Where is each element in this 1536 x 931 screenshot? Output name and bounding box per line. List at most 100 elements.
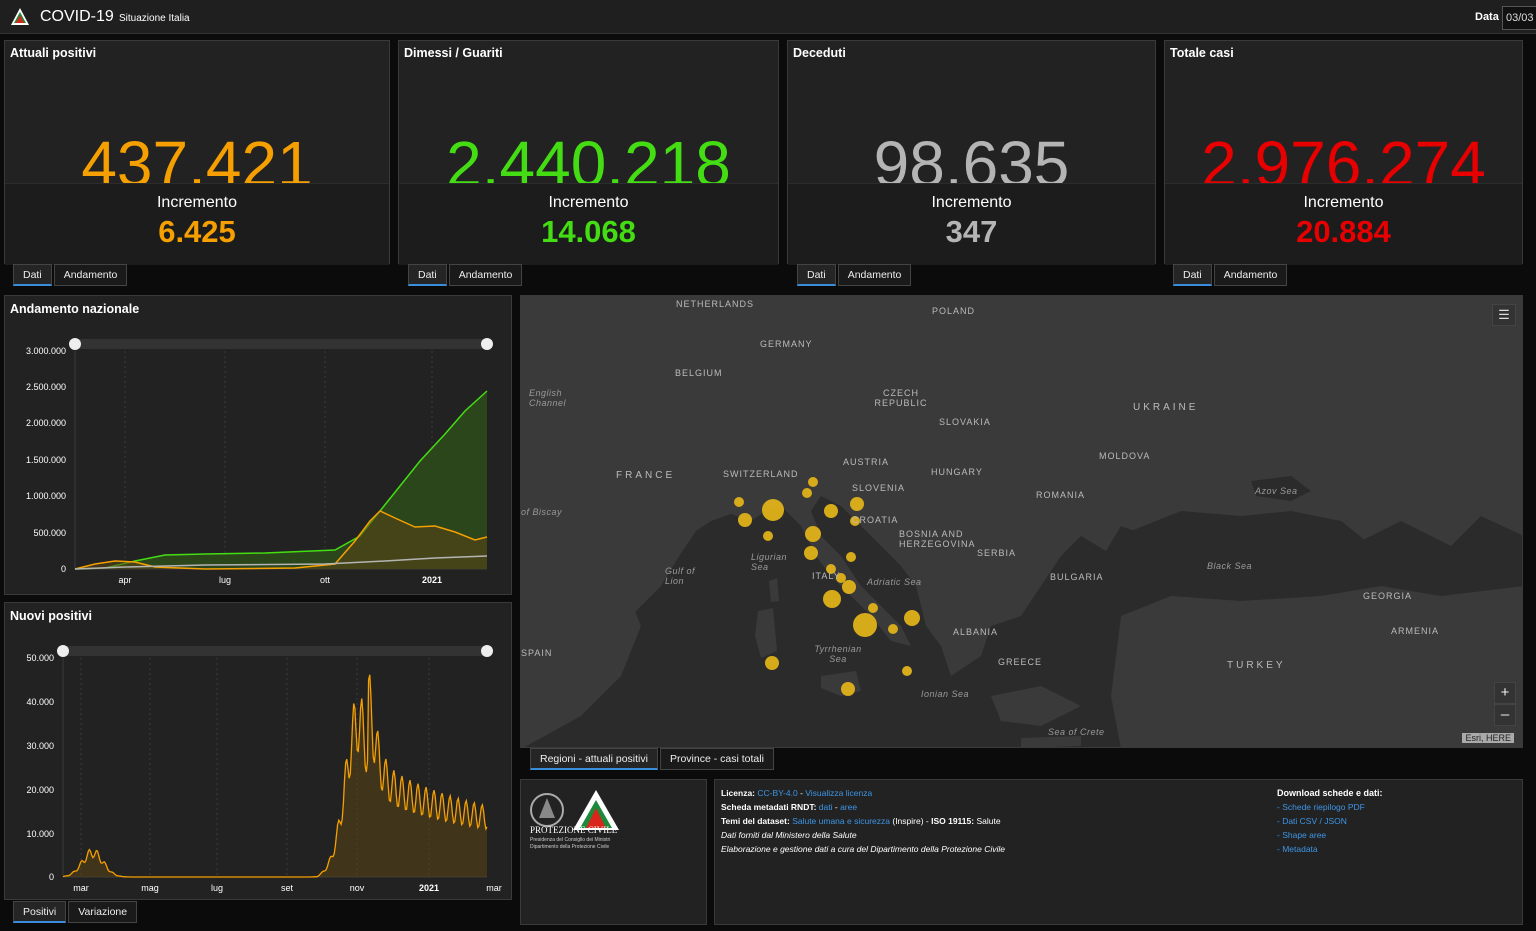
range-handle-right[interactable]: [481, 645, 493, 657]
card-tabs-2: Dati Andamento: [408, 264, 524, 286]
x-tick: ott: [320, 575, 331, 585]
metadata-aree-link[interactable]: aree: [840, 802, 858, 812]
tab-andamento[interactable]: Andamento: [837, 264, 912, 286]
map-label: AUSTRIA: [843, 457, 890, 467]
themes-label: Temi del dataset:: [721, 816, 790, 826]
metadata-line: Scheda metadati RNDT: dati - aree: [721, 802, 857, 812]
separator: -: [797, 788, 806, 798]
zoom-in-button[interactable]: +: [1494, 682, 1516, 704]
map-label: SLOVAKIA: [939, 417, 991, 427]
footer-logo-text: PROTEZIONE CIVILE: [530, 825, 618, 835]
map-label: UKRAINE: [1133, 402, 1199, 413]
card-totale-casi: Totale casi 2.976.274 Incremento 20.884: [1164, 40, 1523, 265]
x-tick: 2021: [419, 883, 439, 893]
national-trend-title: Andamento nazionale: [10, 302, 140, 316]
map-label: of Biscay: [521, 507, 563, 517]
increment-value: 14.068: [541, 214, 636, 249]
new-positives-title: Nuovi positivi: [10, 609, 92, 623]
license-link[interactable]: CC-BY-4.0: [757, 788, 798, 798]
tab-province[interactable]: Province - casi totali: [659, 748, 774, 770]
tab-dati[interactable]: Dati: [797, 264, 836, 286]
increment-label: Incremento: [1303, 194, 1384, 211]
download-shape-link[interactable]: - Shape aree: [1277, 830, 1327, 840]
tab-positivi[interactable]: Positivi: [13, 901, 67, 923]
map-tabs: Regioni - attuali positivi Province - ca…: [530, 748, 776, 770]
tab-dati[interactable]: Dati: [408, 264, 447, 286]
date-input[interactable]: [1502, 6, 1536, 30]
themes-rest: (Inspire) -: [890, 816, 932, 826]
y-tick: 20.000: [26, 785, 54, 795]
footer-logo-panel: PROTEZIONE CIVILE Presidenza del Consigl…: [520, 779, 707, 925]
download-pdf-link[interactable]: - Schede riepilogo PDF: [1277, 802, 1365, 812]
footer-logo-sub2: Dipartimento della Protezione Civile: [530, 844, 610, 850]
top-bar: COVID-19 Situazione Italia Data: [0, 0, 1536, 34]
map-label: MOLDOVA: [1099, 451, 1151, 461]
map-label: BULGARIA: [1050, 572, 1104, 582]
view-license-link[interactable]: Visualizza licenza: [805, 788, 873, 798]
series-deceduti: [74, 555, 488, 570]
increment-value: 20.884: [1296, 214, 1391, 249]
separator: -: [832, 802, 841, 812]
license-line: Licenza: CC-BY-4.0 - Visualizza licenza: [721, 788, 872, 798]
app-subtitle: Situazione Italia: [119, 13, 190, 24]
range-scroller-track[interactable]: [75, 339, 487, 349]
tab-dati[interactable]: Dati: [1173, 264, 1212, 286]
y-tick: 1.000.000: [26, 491, 66, 501]
download-metadata-link[interactable]: - Metadata: [1277, 844, 1318, 854]
tab-andamento[interactable]: Andamento: [53, 264, 128, 286]
y-tick: 3.000.000: [26, 346, 66, 356]
legend-list-button[interactable]: ☰: [1492, 304, 1516, 326]
increment-label: Incremento: [548, 194, 629, 211]
footer-info-panel: Licenza: CC-BY-4.0 - Visualizza licenza …: [714, 779, 1523, 925]
y-tick: 0: [61, 564, 66, 574]
license-label: Licenza:: [721, 788, 756, 798]
x-tick: apr: [118, 575, 131, 585]
y-tick: 500.000: [33, 528, 66, 538]
map-label: ALBANIA: [953, 627, 999, 637]
metadata-dati-link[interactable]: dati: [818, 802, 833, 812]
tab-andamento[interactable]: Andamento: [448, 264, 523, 286]
themes-link[interactable]: Salute umana e sicurezza: [792, 816, 890, 826]
map-label: Black Sea: [1207, 561, 1253, 571]
map-label: GEORGIA: [1363, 591, 1413, 601]
y-tick: 1.500.000: [26, 455, 66, 465]
card-footer: [788, 183, 1155, 265]
increment-label: Incremento: [156, 194, 238, 211]
map-label: CROATIA: [852, 515, 899, 525]
protezione-civile-emblem-icon: [530, 790, 619, 830]
map-label: SERBIA: [977, 548, 1017, 558]
card-tabs-3: Dati Andamento: [797, 264, 913, 286]
map-label: GREECE: [998, 657, 1043, 667]
tab-variazione[interactable]: Variazione: [68, 901, 138, 923]
card-footer: [399, 183, 778, 265]
protezione-civile-logo-icon: [11, 8, 29, 25]
map-label: TURKEY: [1227, 660, 1286, 671]
range-handle-left[interactable]: [69, 338, 81, 350]
range-scroller-track[interactable]: [63, 646, 487, 656]
tab-regioni[interactable]: Regioni - attuali positivi: [530, 748, 658, 770]
new-positives-line: [62, 674, 488, 878]
zoom-out-button[interactable]: –: [1494, 704, 1516, 726]
map-label: CZECH REPUBLIC: [874, 388, 928, 408]
region-bubbles[interactable]: [734, 477, 920, 696]
map-view[interactable]: NETHERLANDS POLAND GERMANY BELGIUM Engli…: [520, 295, 1523, 748]
range-handle-right[interactable]: [481, 338, 493, 350]
new-positives-panel: 50.000 40.000 30.000 20.000 10.000 0 mar…: [4, 602, 512, 900]
footer-logo-sub1: Presidenza del Consiglio dei Ministri: [530, 837, 611, 843]
y-tick: 40.000: [26, 697, 54, 707]
card-title: Totale casi: [1170, 46, 1234, 60]
y-tick: 2.500.000: [26, 382, 66, 392]
increment-value: 347: [945, 214, 998, 249]
y-tick: 2.000.000: [26, 418, 66, 428]
tab-dati[interactable]: Dati: [13, 264, 52, 286]
range-handle-left[interactable]: [57, 645, 69, 657]
data-source-line: Dati forniti dal Ministero della Salute: [721, 830, 857, 840]
new-positives-chart: 50.000 40.000 30.000 20.000 10.000 0 mar…: [26, 645, 502, 893]
y-tick: 50.000: [26, 653, 54, 663]
tab-andamento[interactable]: Andamento: [1213, 264, 1288, 286]
download-csv-json-link[interactable]: - Dati CSV / JSON: [1277, 816, 1347, 826]
new-positives-area: [63, 674, 487, 877]
map-label: Gulf of Lion: [665, 566, 696, 586]
card-title: Deceduti: [793, 46, 846, 60]
card-title: Dimessi / Guariti: [404, 46, 503, 60]
